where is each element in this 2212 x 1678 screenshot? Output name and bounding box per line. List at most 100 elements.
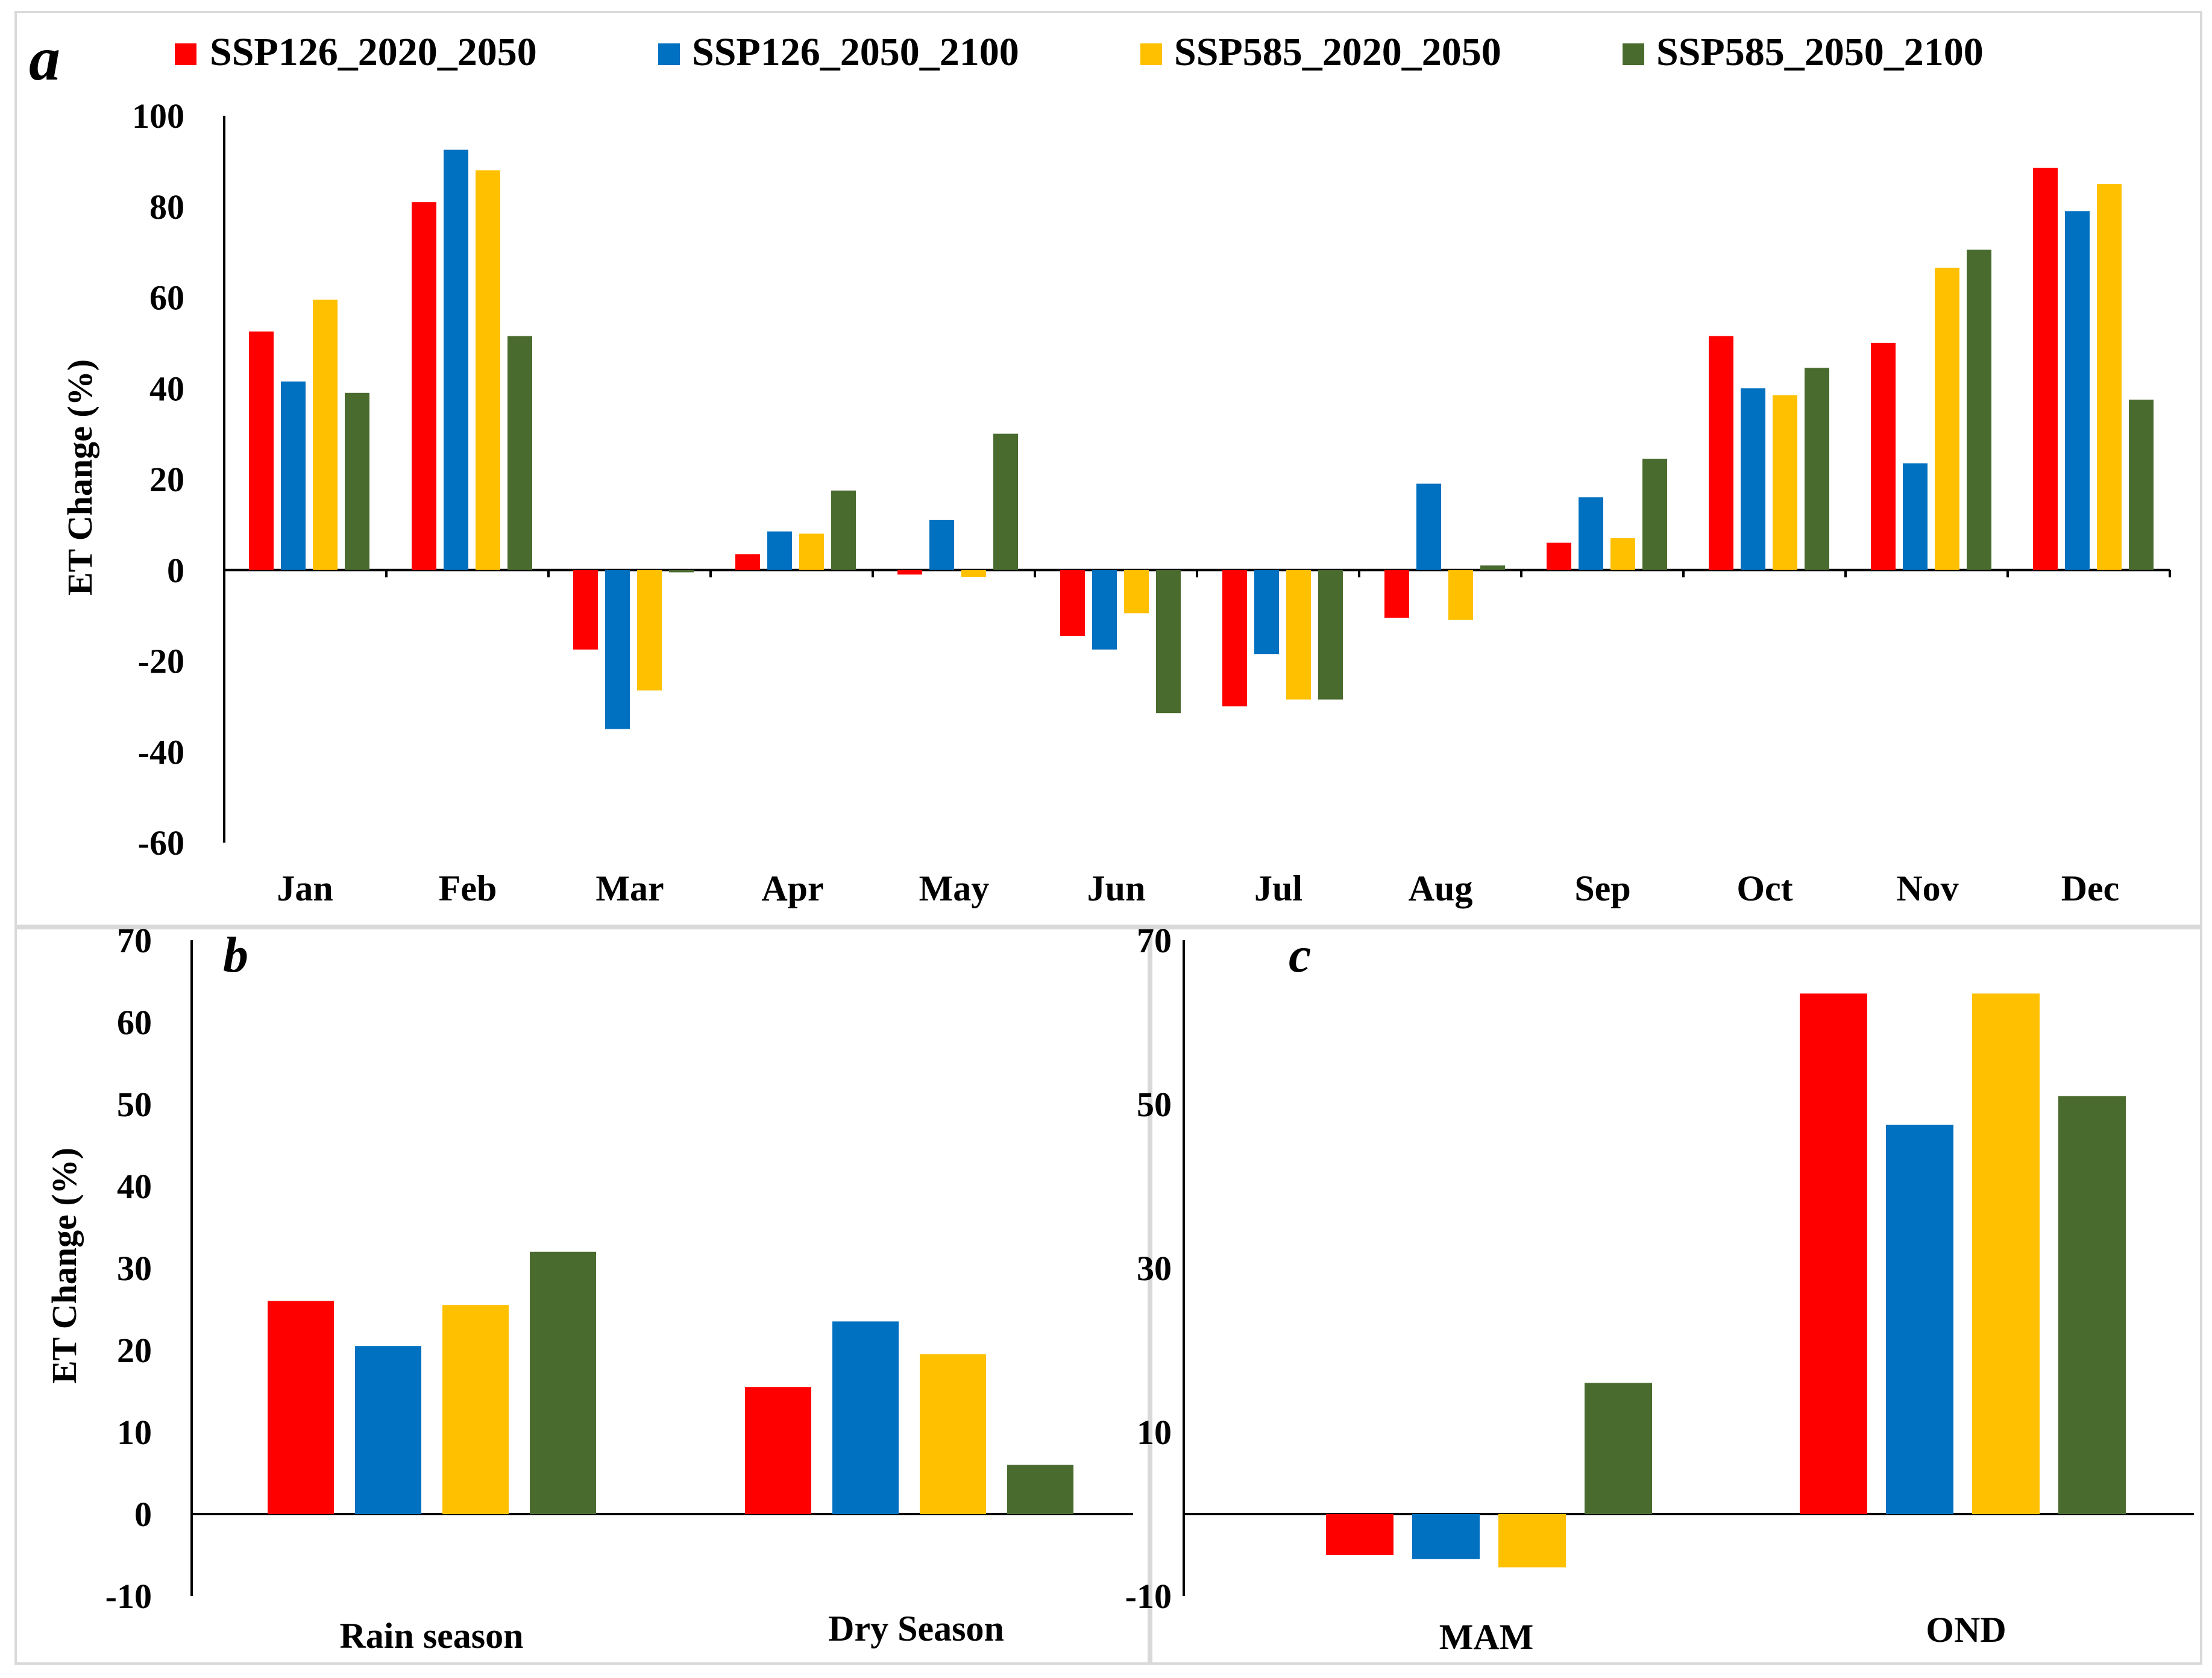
panel-a-x-label-aug: Aug: [1409, 869, 1473, 908]
panel-c-bar-ond-ssp585-2020-2050: [1972, 993, 2040, 1514]
panel-a-bar-dec-ssp585-2050-2100: [2129, 400, 2154, 570]
panel-a-bar-apr-ssp585-2020-2050: [799, 533, 824, 570]
panel-c-y-tick-label: 50: [1137, 1085, 1172, 1124]
panel-b-x-label-rain-season: Rain season: [339, 1616, 523, 1656]
panel-a-bar-may-ssp585-2050-2100: [993, 433, 1018, 570]
panel-a-x-label-apr: Apr: [761, 869, 823, 908]
panel-a-x-label-jun: Jun: [1087, 869, 1146, 908]
panel-a-x-label-feb: Feb: [439, 869, 497, 908]
panel-a-y-tick-label: 100: [132, 96, 184, 136]
panel-a-x-label-nov: Nov: [1896, 869, 1958, 908]
panel-b-bar-dry-season-ssp585-2020-2050: [920, 1354, 986, 1514]
panel-a-bar-nov-ssp585-2050-2100: [1967, 250, 1991, 570]
panel-c-x-label-ond: OND: [1926, 1610, 2006, 1650]
panel-c-bar-ond-ssp585-2050-2100: [2058, 1096, 2126, 1514]
panel-a-bar-nov-ssp126-2020-2050: [1871, 342, 1896, 570]
panel-a-bar-sep-ssp585-2020-2050: [1610, 538, 1635, 570]
panel-a-y-tick-label: 80: [149, 187, 184, 227]
panel-b-y-tick-label: 20: [117, 1331, 152, 1370]
panel-a-bar-dec-ssp126-2020-2050: [2033, 168, 2058, 570]
panel-a-y-tick-label: 0: [167, 551, 184, 590]
panel-a-x-label-jul: Jul: [1254, 869, 1302, 908]
panel-a-x-label-mar: Mar: [595, 869, 664, 908]
panel-a-bar-oct-ssp585-2050-2100: [1805, 368, 1829, 570]
panel-a-bar-jan-ssp585-2050-2100: [345, 392, 369, 570]
panel-a-bar-sep-ssp585-2050-2100: [1642, 459, 1667, 570]
panel-a-bar-jul-ssp585-2020-2050: [1286, 570, 1311, 700]
panel-a-bar-dec-ssp585-2020-2050: [2097, 184, 2122, 570]
panel-b-letter: b: [223, 927, 248, 983]
panel-c-y-tick-label: 10: [1137, 1413, 1172, 1452]
panel-b-y-tick-label: 30: [117, 1249, 152, 1288]
panel-a-bar-jun-ssp126-2050-2100: [1092, 570, 1117, 650]
panel-a-bar-jan-ssp126-2050-2100: [281, 381, 306, 570]
panel-a-x-label-sep: Sep: [1574, 869, 1630, 908]
panel-a-y-tick-label: 20: [149, 460, 184, 499]
panel-c-x-label-mam: MAM: [1439, 1617, 1534, 1657]
panel-a-bar-sep-ssp126-2050-2100: [1579, 497, 1603, 570]
legend-label-ssp585-2050-2100: SSP585_2050_2100: [1656, 30, 1984, 74]
panel-a-y-tick-label: -20: [138, 642, 184, 681]
panel-a-x-label-jan: Jan: [277, 869, 333, 908]
panel-a-bar-apr-ssp126-2020-2050: [735, 554, 760, 570]
panel-c-bar-mam-ssp585-2050-2100: [1585, 1383, 1652, 1514]
panel-a-bar-sep-ssp126-2020-2050: [1547, 542, 1571, 570]
chart-c: 70 50 30 10 -10 MAM OND: [1125, 921, 2194, 1657]
panel-a-bar-apr-ssp585-2050-2100: [831, 490, 856, 570]
panel-a-bar-nov-ssp126-2050-2100: [1903, 463, 1928, 570]
panel-b-bar-dry-season-ssp585-2050-2100: [1007, 1465, 1073, 1514]
panel-a-letter: a: [29, 24, 60, 93]
panel-a-bar-may-ssp126-2050-2100: [929, 520, 954, 570]
panel-a-bar-nov-ssp585-2020-2050: [1935, 268, 1959, 570]
panel-a-bar-jan-ssp585-2020-2050: [313, 300, 338, 570]
panel-b-y-tick-label: 0: [134, 1495, 152, 1534]
panel-b-y-axis-title: ET Change (%): [45, 1148, 84, 1384]
panel-b-y-tick-label: 60: [117, 1003, 152, 1042]
panel-a-bar-aug-ssp126-2050-2100: [1416, 483, 1441, 570]
panel-a-bar-may-ssp126-2020-2050: [897, 570, 922, 575]
panel-a-bar-aug-ssp126-2020-2050: [1384, 570, 1409, 618]
panel-a-bar-may-ssp585-2020-2050: [961, 570, 986, 577]
panel-a-bar-dec-ssp126-2050-2100: [2065, 211, 2090, 570]
panel-a-bar-aug-ssp585-2020-2050: [1448, 570, 1473, 620]
panel-a-x-label-may: May: [919, 869, 990, 908]
panel-a-y-tick-label: -60: [138, 823, 184, 863]
panel-b-bar-dry-season-ssp126-2020-2050: [745, 1387, 811, 1514]
panel-a-bar-feb-ssp126-2020-2050: [412, 202, 436, 570]
panel-a-y-tick-label: -40: [138, 732, 184, 771]
panel-b-frame: [14, 927, 1150, 1665]
panel-a-bar-feb-ssp585-2050-2100: [507, 336, 532, 570]
panel-b-y-tick-label: 40: [117, 1167, 152, 1206]
panel-a-bar-mar-ssp585-2050-2100: [669, 570, 694, 573]
panel-a-x-label-oct: Oct: [1736, 869, 1793, 908]
panel-a-bar-jul-ssp585-2050-2100: [1318, 570, 1343, 700]
legend-swatch-ssp126-2050-2100: [658, 43, 680, 65]
panel-c-bar-mam-ssp585-2020-2050: [1498, 1514, 1566, 1568]
panel-a-bar-feb-ssp585-2020-2050: [476, 170, 500, 570]
panel-a-bar-mar-ssp585-2020-2050: [637, 570, 662, 691]
panel-b-y-tick-label: -10: [105, 1577, 152, 1616]
panel-a-bar-mar-ssp126-2050-2100: [605, 570, 630, 729]
panel-a-bar-jan-ssp126-2020-2050: [249, 332, 274, 570]
panel-b-y-tick-label: 50: [117, 1085, 152, 1124]
panel-a-bar-jul-ssp126-2020-2050: [1222, 570, 1247, 706]
panel-b-x-label-dry-season: Dry Season: [828, 1609, 1004, 1648]
panel-c-letter: c: [1289, 927, 1311, 983]
panel-a-bar-jun-ssp585-2020-2050: [1124, 570, 1149, 614]
panel-a-bar-mar-ssp126-2020-2050: [573, 570, 598, 650]
panel-a-bar-jun-ssp126-2020-2050: [1060, 570, 1085, 636]
legend-label-ssp126-2020-2050: SSP126_2020_2050: [210, 30, 537, 74]
panel-b-bar-rain-season-ssp585-2050-2100: [530, 1251, 596, 1514]
panel-a-bar-apr-ssp126-2050-2100: [767, 531, 792, 570]
panel-a-y-tick-label: 60: [149, 278, 184, 318]
panel-a-frame: [14, 11, 2202, 927]
panel-a-bar-aug-ssp585-2050-2100: [1480, 565, 1505, 570]
legend-label-ssp126-2050-2100: SSP126_2050_2100: [692, 30, 1019, 74]
panel-c-bar-mam-ssp126-2020-2050: [1326, 1514, 1393, 1555]
panel-a-bar-feb-ssp126-2050-2100: [444, 149, 468, 570]
panel-b-bar-rain-season-ssp585-2020-2050: [442, 1305, 509, 1514]
panel-a-y-tick-label: 40: [149, 369, 184, 408]
panel-b-bar-dry-season-ssp126-2050-2100: [832, 1321, 899, 1514]
panel-c-frame: [1150, 927, 2202, 1665]
